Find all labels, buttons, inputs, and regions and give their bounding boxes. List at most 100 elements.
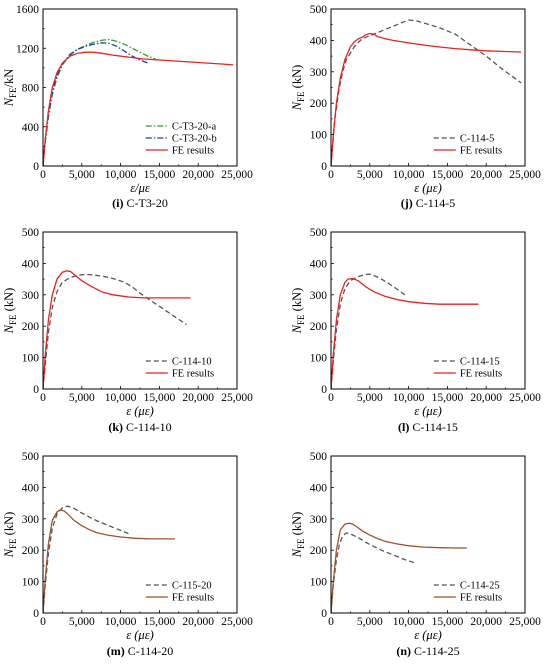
y-axis-label: NFE (kN) (290, 288, 306, 335)
y-tick-label: 500 (310, 227, 328, 239)
y-tick-label: 400 (22, 258, 40, 270)
x-axis-label: ε/με (130, 181, 150, 195)
chart-panel: 0 5,000 10,000 15,000 20,000 25,000 0 100 200 300… (290, 227, 541, 434)
x-tick-label: 20,000 (470, 616, 502, 628)
x-tick-label: 5,000 (357, 169, 383, 181)
series-line (331, 273, 406, 389)
y-tick-label: 200 (22, 545, 40, 557)
x-tick-label: 5,000 (69, 616, 95, 628)
x-tick-label: 0 (328, 392, 334, 404)
y-tick-label: 100 (310, 577, 328, 589)
x-axis-label: ε (με) (414, 628, 442, 642)
x-tick-label: 0 (40, 616, 46, 628)
x-tick-label: 15,000 (432, 169, 464, 181)
y-tick-label: 500 (310, 4, 328, 16)
x-tick-label: 15,000 (144, 616, 176, 628)
series-line (43, 51, 234, 166)
y-axis-label: NFE (kN) (290, 65, 306, 112)
y-axis-label: NFE (kN) (290, 512, 306, 559)
legend-label: C-114-5 (460, 134, 495, 145)
chart-caption: (k) C-114-10 (108, 420, 171, 434)
y-tick-label: 0 (321, 608, 327, 620)
series-line (331, 532, 417, 613)
x-tick-label: 0 (328, 169, 334, 181)
x-tick-label: 25,000 (221, 392, 253, 404)
series-line (43, 505, 129, 613)
y-tick-label: 500 (22, 227, 40, 239)
series-line (43, 273, 187, 389)
x-axis-label: ε (με) (414, 404, 442, 418)
x-tick-label: 5,000 (357, 616, 383, 628)
x-tick-label: 25,000 (221, 169, 253, 181)
x-tick-label: 10,000 (393, 392, 425, 404)
x-tick-label: 25,000 (509, 169, 541, 181)
y-tick-label: 1200 (16, 43, 39, 55)
y-tick-label: 300 (310, 514, 328, 526)
chart-caption: (j) C-114-5 (401, 196, 456, 210)
legend-label: FE results (172, 146, 214, 157)
y-tick-label: 300 (22, 290, 40, 302)
series-line (331, 522, 467, 613)
x-tick-label: 15,000 (432, 392, 464, 404)
chart-panel: 0 5,000 10,000 15,000 20,000 25,000 0 400 800 120… (2, 4, 253, 210)
x-tick-label: 20,000 (470, 169, 502, 181)
x-tick-label: 20,000 (470, 392, 502, 404)
x-tick-label: 10,000 (105, 392, 137, 404)
y-tick-label: 200 (310, 545, 328, 557)
y-tick-label: 300 (310, 67, 328, 79)
series-line (331, 32, 522, 166)
legend-label: FE results (460, 369, 502, 380)
y-tick-label: 0 (33, 608, 39, 620)
y-tick-label: 500 (310, 451, 328, 463)
x-tick-label: 15,000 (144, 392, 176, 404)
y-tick-label: 200 (310, 98, 328, 110)
y-tick-label: 500 (22, 451, 40, 463)
legend-label: FE results (460, 593, 502, 604)
y-tick-label: 200 (22, 321, 40, 333)
y-axis-label: NFE/kN (2, 69, 18, 108)
x-tick-label: 20,000 (182, 392, 214, 404)
x-tick-label: 15,000 (144, 169, 176, 181)
legend-label: C-114-10 (172, 357, 212, 368)
x-tick-label: 15,000 (432, 616, 464, 628)
y-tick-label: 0 (33, 384, 39, 396)
legend-label: C-T3-20-a (172, 122, 217, 133)
chart-panel: 0 5,000 10,000 15,000 20,000 25,000 0 100 200 300… (2, 227, 253, 434)
x-tick-label: 10,000 (393, 169, 425, 181)
x-tick-label: 25,000 (221, 616, 253, 628)
y-tick-label: 100 (310, 353, 328, 365)
y-tick-label: 0 (33, 161, 39, 173)
x-axis-label: ε (με) (414, 181, 442, 195)
legend-label: C-115-20 (172, 581, 212, 592)
x-tick-label: 5,000 (357, 392, 383, 404)
y-tick-label: 0 (321, 161, 327, 173)
x-tick-label: 10,000 (105, 616, 137, 628)
x-tick-label: 5,000 (69, 169, 95, 181)
x-tick-label: 25,000 (509, 616, 541, 628)
x-tick-label: 25,000 (509, 392, 541, 404)
x-tick-label: 5,000 (69, 392, 95, 404)
chart-caption: (m) C-114-20 (107, 644, 174, 658)
series-line (43, 509, 175, 613)
chart-panel: 0 5,000 10,000 15,000 20,000 25,000 0 100 200 300… (290, 451, 541, 658)
x-tick-label: 0 (40, 169, 46, 181)
y-tick-label: 400 (310, 35, 328, 47)
series-line (43, 270, 191, 389)
y-tick-label: 0 (321, 384, 327, 396)
x-axis-label: ε (με) (126, 404, 154, 418)
y-tick-label: 1600 (16, 4, 39, 16)
y-tick-label: 100 (310, 130, 328, 142)
chart-panel: 0 5,000 10,000 15,000 20,000 25,000 0 100 200 300… (290, 4, 541, 210)
x-tick-label: 10,000 (393, 616, 425, 628)
series-line (43, 42, 149, 166)
chart-panel: 0 5,000 10,000 15,000 20,000 25,000 0 100 200 300… (2, 451, 253, 658)
y-tick-label: 100 (22, 577, 40, 589)
y-tick-label: 100 (22, 353, 40, 365)
x-tick-label: 20,000 (182, 169, 214, 181)
series-line (43, 38, 156, 166)
legend-label: FE results (172, 369, 214, 380)
series-line (331, 19, 522, 166)
y-tick-label: 400 (310, 258, 328, 270)
y-tick-label: 400 (310, 482, 328, 494)
